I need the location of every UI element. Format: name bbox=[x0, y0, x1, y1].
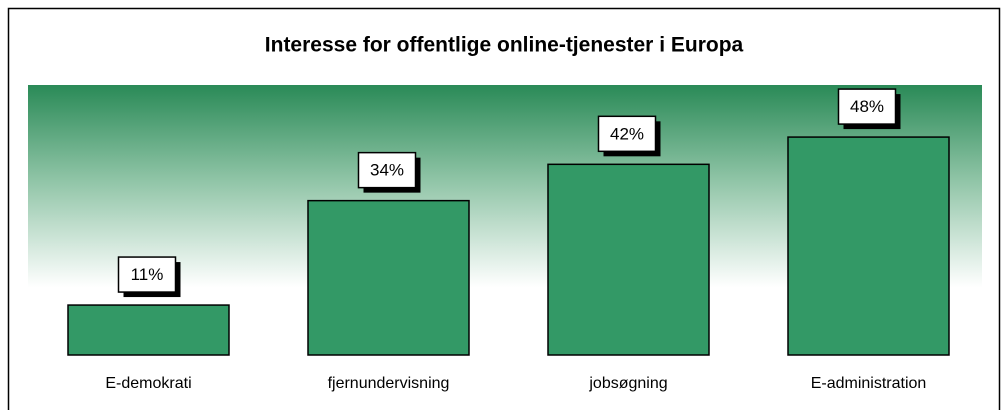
bar bbox=[787, 136, 950, 356]
bar bbox=[547, 163, 710, 356]
label-box bbox=[597, 115, 657, 153]
bar bbox=[307, 199, 470, 356]
data-label: 42% bbox=[610, 124, 644, 143]
data-label: 11% bbox=[131, 265, 164, 284]
label-box bbox=[837, 88, 897, 125]
data-label: 48% bbox=[850, 97, 884, 116]
bar bbox=[67, 304, 230, 356]
x-tick-label: E-demokrati bbox=[105, 375, 191, 392]
chart-title: Interesse for offentlige online-tjeneste… bbox=[265, 34, 744, 57]
x-tick-label: E-administration bbox=[811, 375, 927, 392]
label-box bbox=[117, 256, 177, 293]
x-tick-label: fjernundervisning bbox=[328, 375, 450, 392]
data-label: 34% bbox=[370, 161, 404, 180]
x-tick-label: jobsøgning bbox=[588, 375, 667, 392]
label-box bbox=[357, 151, 417, 189]
